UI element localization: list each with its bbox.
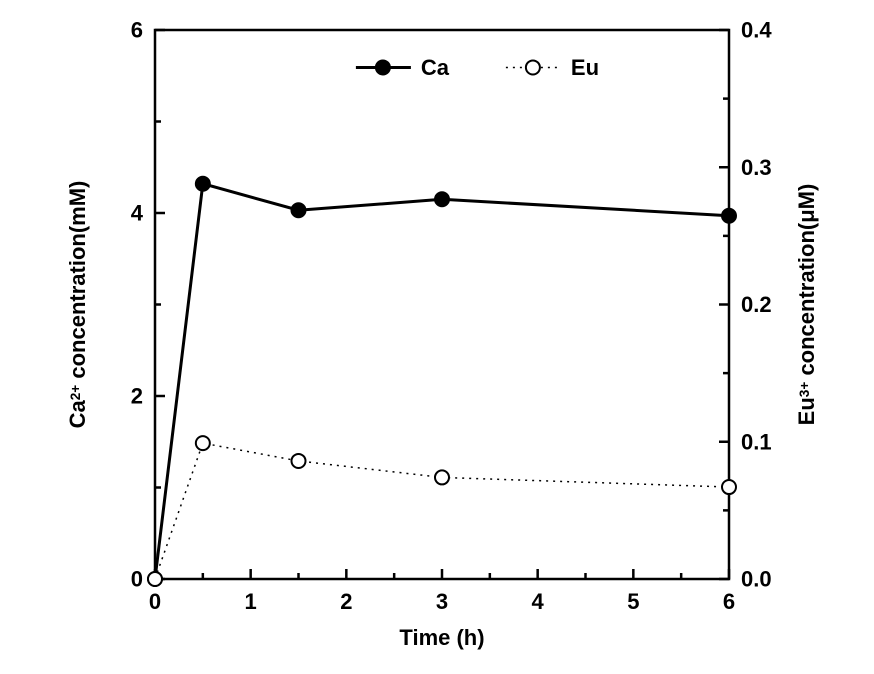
svg-text:6: 6 (723, 589, 735, 614)
svg-text:5: 5 (627, 589, 639, 614)
svg-text:2: 2 (340, 589, 352, 614)
svg-text:0: 0 (149, 589, 161, 614)
svg-text:Time (h): Time (h) (399, 625, 484, 650)
svg-text:6: 6 (131, 18, 143, 43)
svg-text:0.3: 0.3 (741, 155, 772, 180)
svg-text:0.4: 0.4 (741, 18, 772, 43)
svg-text:0.1: 0.1 (741, 429, 772, 454)
svg-text:Ca: Ca (421, 55, 450, 80)
svg-text:0.0: 0.0 (741, 567, 772, 592)
svg-text:1: 1 (245, 589, 257, 614)
svg-text:Eu: Eu (571, 55, 599, 80)
dual-axis-line-chart: 0123456Time (h)0246Ca2+ concentration(mM… (0, 0, 874, 674)
svg-text:0.2: 0.2 (741, 292, 772, 317)
svg-text:4: 4 (532, 589, 545, 614)
svg-text:3: 3 (436, 589, 448, 614)
svg-text:2: 2 (131, 384, 143, 409)
svg-text:0: 0 (131, 567, 143, 592)
svg-text:4: 4 (131, 201, 144, 226)
